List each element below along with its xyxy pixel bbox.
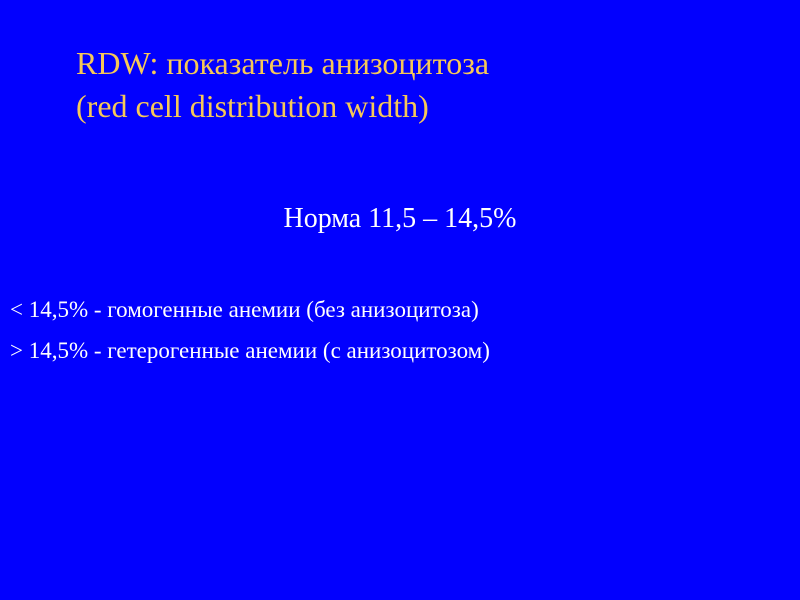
slide-container: RDW: показатель анизоцитоза (red cell di…: [0, 0, 800, 600]
anemia-item-heterogeneous: > 14,5% - гетерогенные анемии (с анизоци…: [10, 334, 790, 369]
anemia-list: < 14,5% - гомогенные анемии (без анизоци…: [10, 293, 790, 368]
title-line-2: (red cell distribution width): [76, 88, 429, 124]
slide-title: RDW: показатель анизоцитоза (red cell di…: [10, 42, 790, 128]
title-line-1: RDW: показатель анизоцитоза: [76, 45, 489, 81]
anemia-item-homogeneous: < 14,5% - гомогенные анемии (без анизоци…: [10, 293, 790, 328]
slide-content: Норма 11,5 – 14,5% < 14,5% - гомогенные …: [10, 203, 790, 368]
norma-text: Норма 11,5 – 14,5%: [10, 203, 790, 235]
